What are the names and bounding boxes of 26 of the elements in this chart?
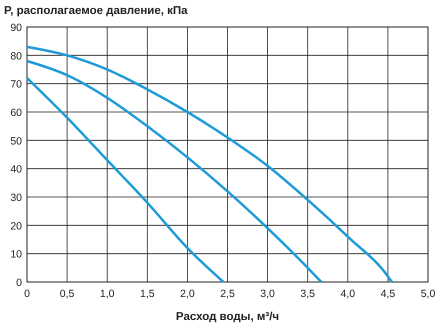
x-tick-label: 4,5 — [380, 288, 396, 300]
y-tick-label: 50 — [10, 135, 22, 148]
y-tick-label: 90 — [10, 22, 22, 34]
y-tick-label: 60 — [10, 107, 22, 119]
y-tick-label: 70 — [10, 78, 22, 91]
y-axis-title: P, располагаемое давление, кПа — [4, 5, 188, 17]
x-tick-label: 1,5 — [140, 288, 155, 300]
x-tick-label: 2,0 — [180, 288, 195, 300]
y-tick-label: 30 — [10, 192, 22, 204]
y-tick-label: 0 — [16, 277, 22, 289]
x-tick-label: 0 — [24, 288, 30, 300]
x-tick-label: 2,5 — [220, 288, 235, 300]
x-tick-label: 0,5 — [60, 288, 75, 300]
y-tick-label: 40 — [10, 164, 22, 176]
line-series — [26, 60, 323, 284]
y-tick-label: 20 — [10, 220, 22, 232]
y-tick-label: 10 — [10, 248, 22, 261]
x-tick-label: 5,0 — [420, 288, 436, 300]
x-tick-label: 3,0 — [260, 288, 276, 300]
x-tick-label: 3,5 — [300, 288, 316, 300]
x-tick-label: 4,0 — [340, 288, 356, 300]
line-series — [26, 46, 394, 284]
x-axis-title: Расход воды, м³/ч — [176, 311, 280, 323]
x-tick-label: 1,0 — [100, 288, 115, 300]
y-tick-label: 80 — [10, 50, 22, 62]
line-series — [26, 76, 225, 284]
